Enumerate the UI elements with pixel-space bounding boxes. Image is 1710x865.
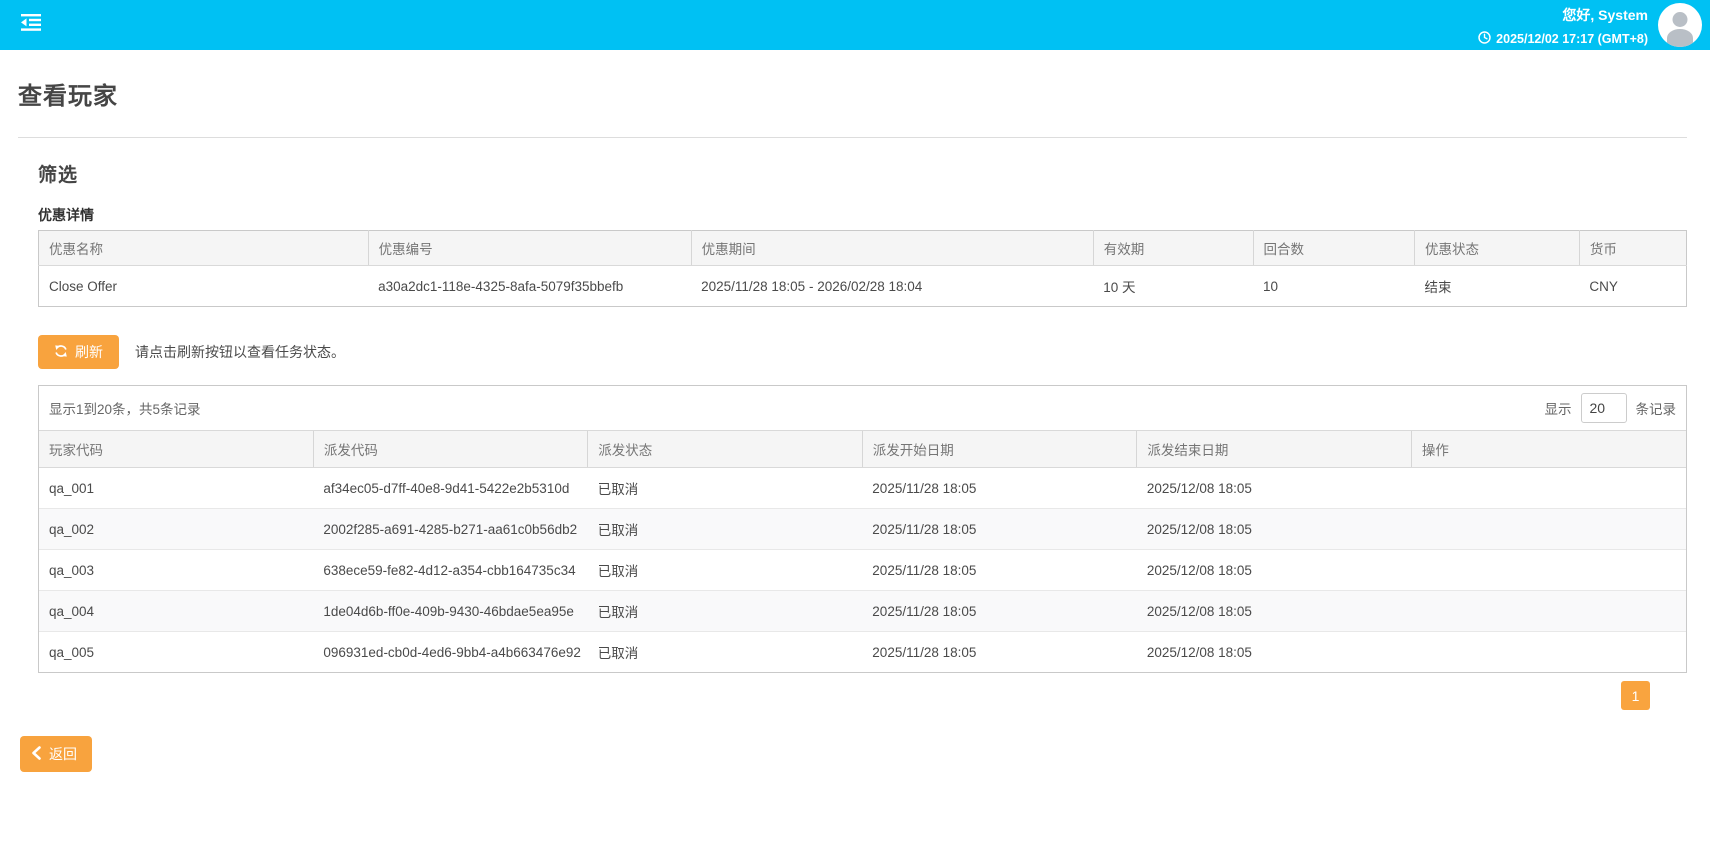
- offer-cell: 10 天: [1103, 280, 1136, 295]
- players-cell: 2025/11/28 18:05: [872, 644, 977, 660]
- players-cell: qa_002: [39, 508, 314, 550]
- header-datetime: 2025/12/02 17:17 (GMT+8): [1478, 31, 1648, 47]
- offer-details-label: 优惠详情: [38, 207, 94, 223]
- page-size-prefix: 显示: [1544, 402, 1572, 417]
- filter-section: 筛选 优惠详情 优惠名称 优惠编号 优惠期间 有效期 回合数 优惠状态 货币 Close O…: [38, 160, 1687, 710]
- avatar-person-icon: [1672, 12, 1688, 27]
- players-cell: 2025/12/08 18:05: [1136, 467, 1412, 509]
- players-cell: qa_005: [49, 644, 95, 660]
- page-size-suffix: 条记录: [1635, 402, 1677, 417]
- players-column-header: 玩家代码: [39, 430, 314, 468]
- sidebar-toggle-button[interactable]: [14, 8, 48, 42]
- page-size-control: 显示 条记录: [1544, 393, 1677, 423]
- players-column-header: 派发代码: [312, 430, 588, 468]
- offer-column-header: 优惠期间: [690, 230, 1094, 266]
- table-info-bar: 显示1到20条，共5条记录 显示 条记录: [39, 386, 1686, 430]
- table-row: qa_001 af34ec05-d7ff-40e8-9d41-5422e2b531…: [39, 467, 1686, 509]
- players-cell: 1de04d6b-ff0e-409b-9430-46bdae5ea95e: [313, 590, 588, 632]
- offer-cell: Close Offer: [49, 278, 118, 294]
- players-cell: [1411, 590, 1686, 632]
- header-datetime-text: 2025/12/02 17:17 (GMT+8): [1496, 32, 1648, 46]
- pagination-page-1[interactable]: 1: [1621, 681, 1650, 710]
- players-cell: 2025/11/28 18:05: [862, 508, 1137, 550]
- offer-cell: 10: [1263, 278, 1279, 294]
- table-row: qa_004 1de04d6b-ff0e-409b-9430-46bdae5ea9…: [39, 590, 1686, 632]
- offer-cell: CNY: [1589, 278, 1618, 294]
- players-column-header: 操作: [1410, 430, 1686, 468]
- user-greeting: 您好, System: [1562, 7, 1648, 23]
- refresh-row: 刷新 请点击刷新按钮以查看任务状态。: [38, 335, 1687, 369]
- players-cell: 2025/12/08 18:05: [1136, 508, 1412, 550]
- refresh-button-label: 刷新: [75, 344, 103, 360]
- players-cell: 638ece59-fe82-4d12-a354-cbb164735c34: [313, 549, 588, 591]
- back-button[interactable]: 返回: [20, 736, 92, 772]
- offer-column-header: 优惠状态: [1414, 230, 1580, 266]
- offer-column-header: 优惠编号: [367, 230, 692, 266]
- refresh-hint: 请点击刷新按钮以查看任务状态。: [135, 344, 345, 360]
- players-cell: [1411, 632, 1686, 673]
- players-cell: qa_001: [39, 467, 314, 509]
- page-size-input[interactable]: [1580, 393, 1627, 423]
- players-column-header: 派发开始日期: [861, 430, 1137, 468]
- offer-column-header: 有效期: [1092, 230, 1254, 266]
- players-cell: 2025/12/08 18:05: [1136, 549, 1412, 591]
- offer-column-header: 回合数: [1252, 230, 1415, 266]
- players-cell: 已取消: [597, 646, 639, 661]
- page-title: 查看玩家: [18, 83, 118, 110]
- players-cell: qa_003: [39, 549, 314, 591]
- table-row: qa_003 638ece59-fe82-4d12-a354-cbb164735c…: [39, 549, 1686, 591]
- offer-column-header: 优惠名称: [38, 230, 369, 266]
- table-row: qa_002 2002f285-a691-4285-b271-aa61c0b56d…: [39, 508, 1686, 550]
- players-cell: 已取消: [587, 467, 863, 509]
- top-navbar: 您好, System 2025/12/02 17:17 (GMT+8): [0, 0, 1710, 50]
- offer-table-row: Close Offer a30a2dc1-118e-4325-8afa-5079f…: [39, 266, 1687, 307]
- title-divider: [18, 137, 1687, 138]
- players-cell: 2025/12/08 18:05: [1136, 590, 1412, 632]
- offer-cell: 结束: [1424, 280, 1452, 295]
- refresh-button[interactable]: 刷新: [38, 335, 119, 369]
- players-cell: qa_004: [39, 590, 314, 632]
- players-column-header: 派发结束日期: [1136, 430, 1412, 468]
- players-table-header-row: 玩家代码 派发代码 派发状态 派发开始日期 派发结束日期 操作: [39, 430, 1686, 468]
- main-content: 查看玩家 筛选 优惠详情 优惠名称 优惠编号 优惠期间 有效期 回合数 优惠状态 货币 Cl…: [0, 76, 1710, 772]
- offer-table-header-row: 优惠名称 优惠编号 优惠期间 有效期 回合数 优惠状态 货币: [38, 230, 1687, 266]
- user-avatar[interactable]: [1658, 3, 1702, 47]
- records-summary: 显示1到20条，共5条记录: [49, 402, 201, 417]
- players-cell: 2025/12/08 18:05: [1146, 644, 1252, 660]
- players-cell: 已取消: [587, 549, 863, 591]
- players-cell: 096931ed-cb0d-4ed6-9bb4-a4b663476e92: [323, 644, 581, 660]
- clock-icon: [1478, 31, 1491, 47]
- players-cell: 已取消: [587, 508, 863, 550]
- players-cell: 2025/11/28 18:05: [862, 467, 1137, 509]
- offer-details-table: 优惠名称 优惠编号 优惠期间 有效期 回合数 优惠状态 货币 Close Offer a30a…: [38, 230, 1687, 307]
- refresh-icon: [54, 344, 68, 361]
- filter-section-title: 筛选: [38, 165, 79, 186]
- offer-column-header: 货币: [1578, 230, 1687, 266]
- offer-cell: 2025/11/28 18:05 - 2026/02/28 18:04: [701, 278, 923, 294]
- pagination: 1: [38, 681, 1650, 710]
- players-cell: [1411, 549, 1686, 591]
- players-cell: 2025/11/28 18:05: [862, 549, 1137, 591]
- offer-cell: a30a2dc1-118e-4325-8afa-5079f35bbefb: [378, 278, 624, 294]
- players-cell: [1411, 467, 1686, 509]
- players-column-header: 派发状态: [587, 430, 863, 468]
- players-cell: 2002f285-a691-4285-b271-aa61c0b56db2: [313, 508, 588, 550]
- players-table: 玩家代码 派发代码 派发状态 派发开始日期 派发结束日期 操作 qa_001 af34ec0…: [39, 430, 1686, 672]
- menu-fold-icon: [21, 14, 41, 36]
- players-cell: 2025/11/28 18:05: [862, 590, 1137, 632]
- table-row: qa_005 096931ed-cb0d-4ed6-9bb4-a4b663476e…: [39, 632, 1686, 673]
- players-cell: af34ec05-d7ff-40e8-9d41-5422e2b5310d: [313, 467, 588, 509]
- players-table-container: 显示1到20条，共5条记录 显示 条记录 玩家代码派发代码派发状态派发开始日期派…: [38, 385, 1687, 673]
- players-cell: [1411, 508, 1686, 550]
- players-cell: 已取消: [587, 590, 863, 632]
- back-button-label: 返回: [49, 746, 77, 762]
- chevron-left-icon: [31, 745, 42, 763]
